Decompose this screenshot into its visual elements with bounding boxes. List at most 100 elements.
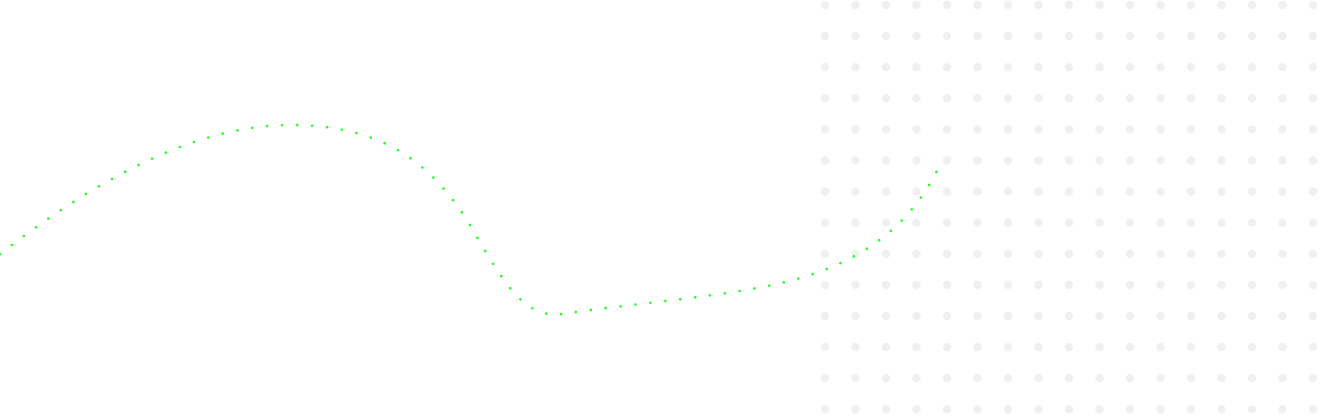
grid-dot [1186, 94, 1196, 103]
grid-dot [912, 62, 921, 72]
grid-dot [973, 94, 982, 103]
grid-dot [820, 311, 830, 321]
grid-dot [912, 342, 921, 352]
grid-dot [1186, 280, 1196, 290]
grid-dot [851, 374, 860, 383]
grid-dot [942, 280, 952, 290]
grid-dot [1186, 311, 1196, 321]
grid-dot [1156, 311, 1165, 321]
grid-dot [942, 311, 952, 321]
grid-dot [1034, 218, 1043, 227]
grid-dot [1064, 311, 1074, 321]
grid-dot [851, 156, 860, 165]
grid-dot [1125, 249, 1135, 258]
grid-dot [942, 374, 952, 383]
grid-dot [942, 31, 952, 41]
grid-dot [1095, 374, 1104, 383]
grid-dot [820, 249, 830, 258]
grid-dot [1034, 374, 1043, 383]
grid-dot [973, 62, 982, 72]
grid-dot [1095, 31, 1104, 41]
grid-dot [1156, 0, 1165, 10]
grid-dot [1034, 0, 1043, 10]
grid-dot [1125, 218, 1135, 227]
grid-dot [820, 342, 830, 352]
grid-dot [973, 218, 982, 227]
grid-dot [942, 187, 952, 196]
grid-dot [1064, 187, 1074, 196]
grid-dot [1003, 405, 1013, 414]
grid-dot [1125, 94, 1135, 103]
grid-dot [820, 125, 830, 134]
grid-dot [973, 311, 982, 321]
grid-dot [1247, 280, 1257, 290]
grid-dot [881, 374, 891, 383]
grid-dot [1034, 342, 1043, 352]
grid-dot [1125, 280, 1135, 290]
grid-dot [1095, 405, 1104, 414]
grid-dot [1186, 405, 1196, 414]
grid-dot [851, 280, 860, 290]
grid-dot [1217, 249, 1226, 258]
grid-dot [1034, 94, 1043, 103]
grid-dot [912, 374, 921, 383]
grid-dot [1217, 405, 1226, 414]
grid-dot [1003, 62, 1013, 72]
grid-dot [1156, 125, 1165, 134]
grid-dot [1308, 374, 1318, 383]
grid-dot [1308, 125, 1318, 134]
grid-dot [1034, 405, 1043, 414]
grid-dot [1247, 218, 1257, 227]
grid-dot [820, 218, 830, 227]
grid-dot [1064, 374, 1074, 383]
grid-dot [912, 405, 921, 414]
grid-dot [1034, 156, 1043, 165]
grid-dot [1034, 311, 1043, 321]
grid-dot [1156, 342, 1165, 352]
grid-dot [1278, 374, 1287, 383]
grid-dot [1125, 156, 1135, 165]
grid-dot [973, 0, 982, 10]
grid-dot [820, 94, 830, 103]
grid-dot [1278, 125, 1287, 134]
grid-dot [881, 62, 891, 72]
grid-dot [851, 187, 860, 196]
grid-dot [1247, 187, 1257, 196]
grid-dot [1186, 62, 1196, 72]
grid-dot [1064, 125, 1074, 134]
grid-dot [1308, 342, 1318, 352]
grid-dot [1095, 311, 1104, 321]
grid-dot [1095, 187, 1104, 196]
grid-dot [820, 280, 830, 290]
grid-dot [1064, 31, 1074, 41]
grid-dot [881, 311, 891, 321]
grid-dot [1034, 31, 1043, 41]
grid-dot [1125, 125, 1135, 134]
grid-dot [820, 0, 830, 10]
grid-dot [1003, 311, 1013, 321]
grid-dot [1064, 249, 1074, 258]
grid-dot [881, 280, 891, 290]
grid-dot [881, 0, 891, 10]
grid-dot [1186, 218, 1196, 227]
grid-dot [1095, 218, 1104, 227]
grid-dot [1156, 31, 1165, 41]
grid-dot [1125, 405, 1135, 414]
grid-dot [912, 125, 921, 134]
grid-dot [881, 125, 891, 134]
grid-dot [1247, 374, 1257, 383]
grid-dot [942, 342, 952, 352]
grid-dot [881, 31, 891, 41]
grid-dot [1278, 218, 1287, 227]
grid-dot [881, 249, 891, 258]
grid-dot [1156, 62, 1165, 72]
grid-dot [942, 62, 952, 72]
grid-dot [820, 62, 830, 72]
grid-dot [1278, 94, 1287, 103]
grid-dot [1247, 405, 1257, 414]
grid-dot [1034, 280, 1043, 290]
grid-dot [820, 187, 830, 196]
grid-dot [1064, 405, 1074, 414]
grid-dot [1217, 156, 1226, 165]
